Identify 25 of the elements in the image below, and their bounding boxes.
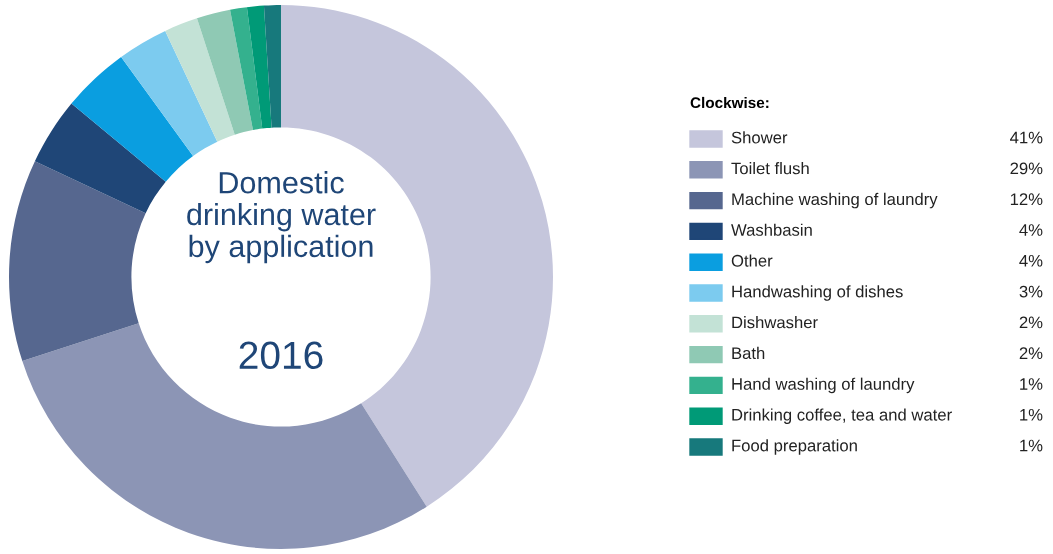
legend-label: Other — [731, 254, 773, 267]
legend-label: Food preparation — [732, 439, 857, 455]
legend-title: Clockwise: — [690, 96, 769, 109]
data-label: 29% — [1010, 162, 1043, 175]
data-label: 4% — [1019, 224, 1043, 236]
data-label: 1% — [1020, 439, 1043, 452]
data-label: 12% — [1010, 193, 1043, 206]
text: 2016 — [239, 341, 323, 370]
text: Domestic drinking water by application — [187, 171, 376, 264]
data-label: 1% — [1020, 408, 1043, 421]
legend-label: Hand washing of laundry — [732, 377, 915, 394]
legend-label: Shower — [731, 131, 788, 144]
legend-label: Dishwasher — [732, 316, 818, 329]
legend-label: Washbasin — [731, 223, 812, 236]
data-label: 2% — [1019, 316, 1043, 329]
legend-label: Drinking coffee, tea and water — [732, 408, 952, 424]
data-label: 3% — [1019, 285, 1043, 298]
data-label: 2% — [1019, 347, 1043, 360]
legend-label: Handwashing of dishes — [732, 285, 903, 301]
legend-label: Machine washing of laundry — [732, 192, 938, 209]
data-label: 4% — [1019, 254, 1043, 267]
data-label: 41% — [1010, 131, 1043, 144]
legend-label: Bath — [732, 346, 765, 360]
legend-label: Toilet flush — [731, 162, 809, 175]
data-label: 1% — [1020, 378, 1043, 390]
